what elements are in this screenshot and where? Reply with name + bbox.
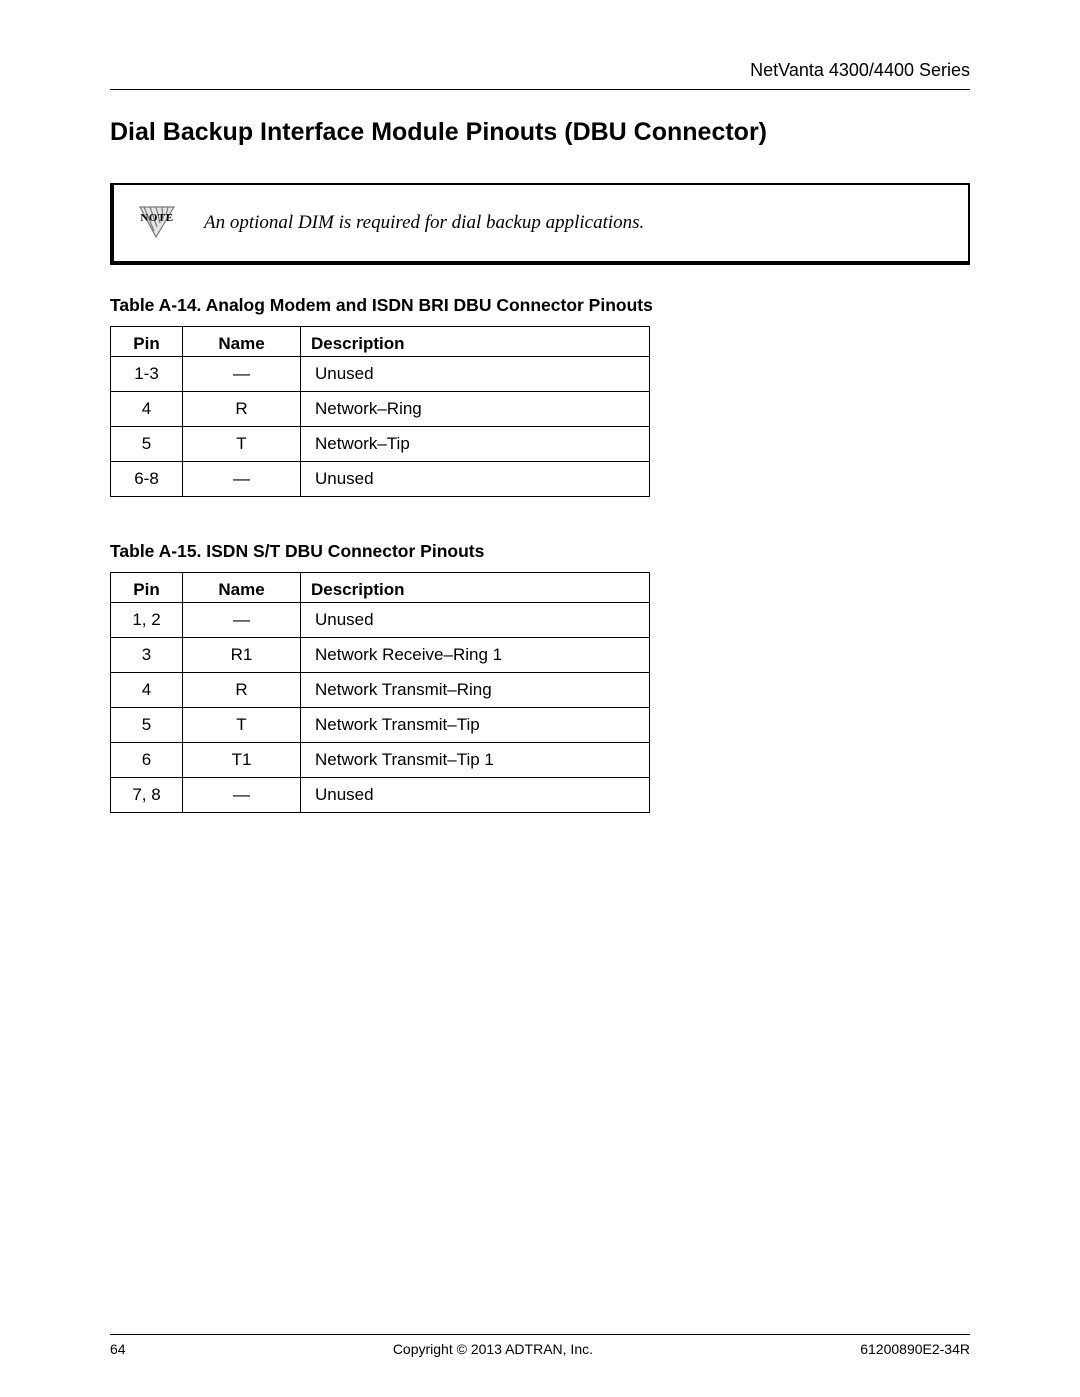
table-cell: 7, 8 (111, 778, 183, 813)
footer: 64 Copyright © 2013 ADTRAN, Inc. 6120089… (110, 1334, 970, 1357)
footer-rule (110, 1334, 970, 1335)
table-cell: R (183, 392, 301, 427)
table-cell: Unused (301, 778, 650, 813)
table-cell: Network–Ring (301, 392, 650, 427)
table-cell: Unused (301, 603, 650, 638)
page-number: 64 (110, 1341, 126, 1357)
table-cell: T (183, 427, 301, 462)
table-cell: 4 (111, 673, 183, 708)
table-a15: Pin Name Description 1, 2—Unused3R1Netwo… (110, 572, 650, 813)
table-cell: Network Transmit–Ring (301, 673, 650, 708)
table-cell: — (183, 603, 301, 638)
note-text: An optional DIM is required for dial bac… (204, 212, 644, 234)
table-row: 5TNetwork–Tip (111, 427, 650, 462)
table-row: 6T1Network Transmit–Tip 1 (111, 743, 650, 778)
page-title: Dial Backup Interface Module Pinouts (DB… (110, 118, 970, 147)
header-series: NetVanta 4300/4400 Series (110, 60, 970, 81)
note-box: NOTE An optional DIM is required for dia… (110, 183, 970, 265)
table-cell: R1 (183, 638, 301, 673)
table-row: 3R1Network Receive–Ring 1 (111, 638, 650, 673)
table-cell: Network Transmit–Tip 1 (301, 743, 650, 778)
th-desc: Description (301, 573, 650, 603)
table-cell: — (183, 778, 301, 813)
table-cell: R (183, 673, 301, 708)
table-row: 4RNetwork Transmit–Ring (111, 673, 650, 708)
table-cell: T1 (183, 743, 301, 778)
th-name: Name (183, 573, 301, 603)
table-cell: — (183, 462, 301, 497)
th-desc: Description (301, 327, 650, 357)
table-cell: 1, 2 (111, 603, 183, 638)
table-a15-body: 1, 2—Unused3R1Network Receive–Ring 14RNe… (111, 603, 650, 813)
table-row: 6-8—Unused (111, 462, 650, 497)
doc-number: 61200890E2-34R (860, 1341, 970, 1357)
table-cell: 3 (111, 638, 183, 673)
table-cell: 6-8 (111, 462, 183, 497)
pencil-note-icon: NOTE (134, 203, 180, 243)
table-cell: Network–Tip (301, 427, 650, 462)
table-a14-title: Table A-14. Analog Modem and ISDN BRI DB… (110, 295, 970, 316)
table-cell: T (183, 708, 301, 743)
table-cell: — (183, 357, 301, 392)
table-cell: 5 (111, 708, 183, 743)
table-cell: Network Receive–Ring 1 (301, 638, 650, 673)
table-a14-body: 1-3—Unused4RNetwork–Ring5TNetwork–Tip6-8… (111, 357, 650, 497)
table-cell: Unused (301, 357, 650, 392)
table-row: 5TNetwork Transmit–Tip (111, 708, 650, 743)
copyright: Copyright © 2013 ADTRAN, Inc. (393, 1341, 593, 1357)
table-cell: Network Transmit–Tip (301, 708, 650, 743)
th-name: Name (183, 327, 301, 357)
table-a15-title: Table A-15. ISDN S/T DBU Connector Pinou… (110, 541, 970, 562)
table-a14: Pin Name Description 1-3—Unused4RNetwork… (110, 326, 650, 497)
th-pin: Pin (111, 327, 183, 357)
table-cell: Unused (301, 462, 650, 497)
table-row: 1, 2—Unused (111, 603, 650, 638)
table-cell: 4 (111, 392, 183, 427)
table-cell: 6 (111, 743, 183, 778)
table-row: 4RNetwork–Ring (111, 392, 650, 427)
header-rule (110, 89, 970, 90)
table-cell: 5 (111, 427, 183, 462)
table-cell: 1-3 (111, 357, 183, 392)
table-row: 7, 8—Unused (111, 778, 650, 813)
th-pin: Pin (111, 573, 183, 603)
table-row: 1-3—Unused (111, 357, 650, 392)
svg-text:NOTE: NOTE (140, 212, 173, 224)
